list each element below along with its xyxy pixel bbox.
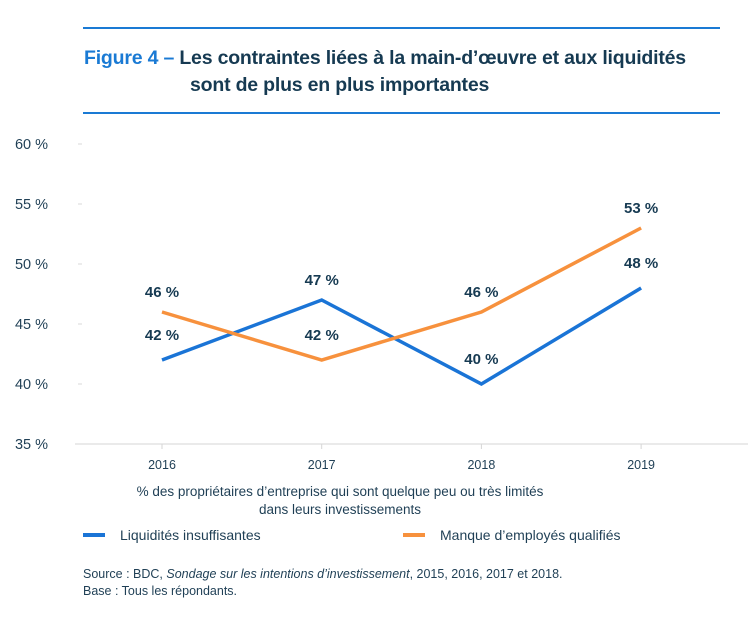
source-note: Source : BDC, Sondage sur les intentions…	[83, 566, 563, 600]
source-line: Source : BDC, Sondage sur les intentions…	[83, 566, 563, 583]
base-line: Base : Tous les répondants.	[83, 584, 238, 598]
data-label: 42 %	[145, 327, 179, 344]
source-title: Sondage sur les intentions d’investissem…	[166, 567, 410, 581]
x-axis: 2016 2017 2018 2019	[75, 443, 748, 472]
data-label: 40 %	[464, 351, 498, 368]
series-group	[161, 226, 643, 387]
y-tick-label: 40 %	[15, 377, 48, 393]
y-axis: 35 % 40 % 45 % 50 % 55 % 60 %	[15, 137, 82, 453]
legend-label: Liquidités insuffisantes	[120, 527, 261, 543]
x-tick-label: 2018	[467, 458, 495, 472]
x-tick-label: 2016	[148, 458, 176, 472]
legend-swatch-orange	[403, 533, 425, 537]
data-label: 47 %	[305, 272, 339, 289]
data-labels: 42 % 47 % 40 % 48 % 46 % 42 % 46 % 53 %	[145, 200, 658, 368]
figure-label: Figure 4 –	[84, 47, 175, 69]
y-tick-label: 35 %	[15, 437, 48, 453]
data-label: 46 %	[145, 284, 179, 301]
y-tick-label: 50 %	[15, 257, 48, 273]
data-label: 48 %	[624, 255, 658, 272]
x-axis-title: % des propriétaires d’entreprise qui son…	[100, 483, 580, 519]
y-tick-label: 60 %	[15, 137, 48, 153]
series-line-liquidites	[161, 286, 643, 387]
title-bottom-rule	[83, 112, 720, 114]
data-label: 42 %	[305, 327, 339, 344]
y-tick-label: 45 %	[15, 317, 48, 333]
legend-label: Manque d’employés qualifiés	[440, 527, 621, 543]
x-axis-title-line-2: dans leurs investissements	[258, 502, 422, 517]
data-label: 46 %	[464, 284, 498, 301]
legend-swatch-blue	[83, 533, 105, 537]
x-tick-label: 2019	[627, 458, 655, 472]
x-tick-label: 2017	[308, 458, 336, 472]
legend-item-liquidites: Liquidités insuffisantes	[83, 527, 261, 543]
y-tick-label: 55 %	[15, 197, 48, 213]
title-line-1: Les contraintes liées à la main-d’œuvre …	[179, 47, 686, 69]
source-prefix: Source : BDC,	[83, 567, 167, 581]
series-line-employes	[161, 226, 642, 362]
line-chart: 35 %40 %45 %50 %55 %60 % 2016 2017 2018 201…	[15, 137, 748, 472]
data-label: 53 %	[624, 200, 658, 217]
title-top-rule	[83, 27, 720, 29]
legend-item-employes: Manque d’employés qualifiés	[403, 527, 621, 543]
source-suffix: , 2015, 2016, 2017 et 2018.	[409, 567, 563, 581]
chart-title: Figure 4 – Les contraintes liées à la ma…	[84, 45, 734, 99]
x-axis-title-line-1: % des propriétaires d’entreprise qui son…	[136, 484, 544, 499]
title-line-2: sont de plus en plus importantes	[190, 74, 490, 96]
